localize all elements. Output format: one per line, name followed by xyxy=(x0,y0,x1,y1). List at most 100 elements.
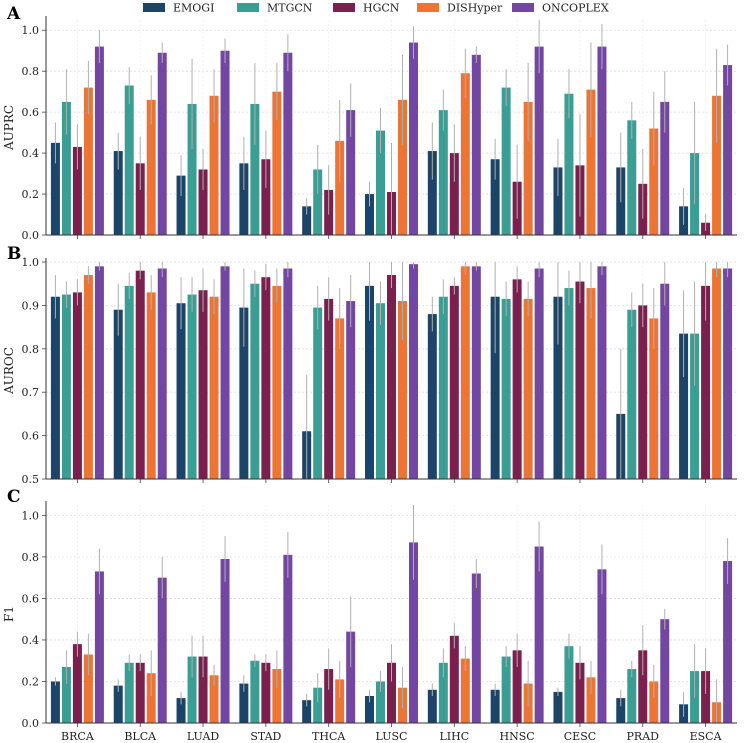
bar-hgcn-brca xyxy=(72,146,82,235)
bar-emogi-lihc xyxy=(427,314,437,479)
bar-dishyper-hnsc xyxy=(523,101,533,236)
panel-letter: A xyxy=(6,4,21,24)
bar-oncoplex-prad xyxy=(660,283,670,479)
bar-oncoplex-esca xyxy=(723,268,733,479)
bar-dishyper-thca xyxy=(335,679,345,723)
bar-emogi-stad xyxy=(239,307,249,479)
bar-dishyper-stad xyxy=(272,285,282,479)
bar-emogi-lusc xyxy=(365,285,374,479)
bar-dishyper-blca xyxy=(146,99,156,235)
x-tick-label: LUAD xyxy=(187,730,220,743)
bar-emogi-thca xyxy=(302,700,312,723)
legend-label-emogi: EMOGI xyxy=(173,2,214,15)
bar-mtgcn-stad xyxy=(250,660,260,723)
bar-dishyper-thca xyxy=(335,140,345,235)
bar-oncoplex-blca xyxy=(157,52,167,236)
bar-hgcn-brca xyxy=(72,644,82,723)
panel-letter: C xyxy=(7,487,21,507)
y-axis-label: F1 xyxy=(2,606,16,622)
y-tick-label: 0.6 xyxy=(22,106,40,119)
legend-swatch-hgcn xyxy=(333,3,355,12)
bar-oncoplex-luad xyxy=(220,50,230,235)
bar-oncoplex-esca xyxy=(723,65,733,235)
bar-oncoplex-stad xyxy=(283,268,293,479)
bar-dishyper-prad xyxy=(649,318,659,479)
bar-mtgcn-lusc xyxy=(376,303,385,479)
bar-dishyper-brca xyxy=(83,87,93,235)
bar-hgcn-hnsc xyxy=(512,650,522,723)
bar-emogi-cesc xyxy=(553,691,563,723)
y-tick-label: 0.0 xyxy=(22,229,40,242)
bar-hgcn-luad xyxy=(198,656,208,723)
bar-oncoplex-lusc xyxy=(409,264,418,479)
panel-c: 0.0 0.2 0.4 0.6 0.8 1.0 BRCA BLCA LUAD STAD THCA LU… xyxy=(2,487,737,743)
x-tick-label: PRAD xyxy=(627,730,660,743)
bar-mtgcn-luad xyxy=(187,103,197,235)
bar-emogi-cesc xyxy=(553,296,563,479)
bar-hgcn-hnsc xyxy=(512,279,522,479)
bar-dishyper-thca xyxy=(335,318,345,479)
legend: EMOGI MTGCN HGCN DISHyper ONCOPLEX xyxy=(143,2,609,15)
bar-oncoplex-hnsc xyxy=(534,46,544,235)
bar-mtgcn-luad xyxy=(187,294,197,479)
bar-dishyper-lusc xyxy=(398,301,407,479)
y-tick-label: 0.6 xyxy=(22,430,40,443)
bar-emogi-prad xyxy=(616,698,626,723)
bar-hgcn-prad xyxy=(638,305,648,479)
bar-hgcn-esca xyxy=(701,285,711,479)
bar-hgcn-prad xyxy=(638,650,648,723)
bar-dishyper-cesc xyxy=(586,677,596,723)
y-tick-label: 0.5 xyxy=(22,473,40,486)
bar-hgcn-lihc xyxy=(449,635,459,723)
bar-emogi-thca xyxy=(302,206,312,235)
bar-mtgcn-luad xyxy=(187,656,197,723)
bar-emogi-hnsc xyxy=(490,296,500,479)
bar-oncoplex-blca xyxy=(157,577,167,723)
bar-emogi-luad xyxy=(176,175,186,235)
bar-dishyper-brca xyxy=(83,654,93,723)
bar-dishyper-lusc xyxy=(398,99,407,235)
bar-mtgcn-blca xyxy=(124,85,134,236)
bar-emogi-blca xyxy=(113,151,123,235)
bar-emogi-lusc xyxy=(365,194,374,235)
bar-emogi-hnsc xyxy=(490,689,500,723)
bar-dishyper-blca xyxy=(146,673,156,723)
panel-letter: B xyxy=(7,244,21,264)
bar-mtgcn-hnsc xyxy=(501,298,511,479)
y-tick-label: 0.6 xyxy=(22,592,40,605)
y-tick-label: 1.0 xyxy=(22,509,40,522)
legend-swatch-emogi xyxy=(143,3,165,12)
bar-dishyper-luad xyxy=(209,296,219,479)
legend-swatch-oncoplex xyxy=(512,3,534,12)
bar-oncoplex-hnsc xyxy=(534,268,544,479)
bar-dishyper-cesc xyxy=(586,89,596,235)
bar-oncoplex-thca xyxy=(346,110,356,235)
y-axis-label: AUROC xyxy=(2,347,16,395)
bar-dishyper-esca xyxy=(712,268,722,479)
y-tick-label: 0.8 xyxy=(22,65,40,78)
bar-hgcn-lusc xyxy=(387,662,396,723)
bar-oncoplex-thca xyxy=(346,301,356,479)
legend-label-dishyper: DISHyper xyxy=(447,2,503,15)
bar-oncoplex-lusc xyxy=(409,542,418,723)
bar-emogi-brca xyxy=(50,296,60,479)
bar-mtgcn-lihc xyxy=(438,296,448,479)
bar-oncoplex-brca xyxy=(94,571,104,723)
bar-mtgcn-prad xyxy=(627,309,637,479)
panel-a: 0.0 0.2 0.4 0.6 0.8 1.0 AUPRC A xyxy=(2,4,737,242)
bar-emogi-stad xyxy=(239,163,249,235)
bar-oncoplex-blca xyxy=(157,268,167,479)
bar-mtgcn-esca xyxy=(690,333,700,479)
bar-mtgcn-blca xyxy=(124,285,134,479)
bar-mtgcn-cesc xyxy=(564,93,574,235)
bar-mtgcn-lusc xyxy=(376,130,385,235)
bar-oncoplex-luad xyxy=(220,266,230,479)
bar-emogi-cesc xyxy=(553,167,563,235)
bar-mtgcn-hnsc xyxy=(501,656,511,723)
legend-swatch-mtgcn xyxy=(237,3,259,12)
bar-oncoplex-esca xyxy=(723,561,733,723)
bar-hgcn-lusc xyxy=(387,275,396,479)
bar-oncoplex-thca xyxy=(346,631,356,723)
bar-emogi-lihc xyxy=(427,151,437,235)
